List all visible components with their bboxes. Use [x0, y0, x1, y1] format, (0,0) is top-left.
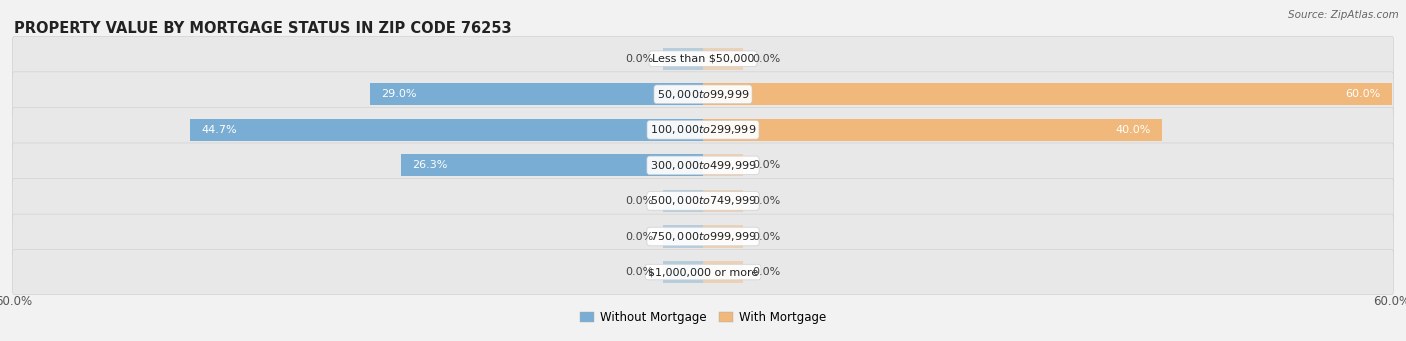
- FancyBboxPatch shape: [13, 72, 1393, 117]
- Text: 0.0%: 0.0%: [752, 196, 780, 206]
- Text: 0.0%: 0.0%: [752, 54, 780, 64]
- FancyBboxPatch shape: [13, 143, 1393, 188]
- Bar: [703, 225, 744, 248]
- Text: $750,000 to $999,999: $750,000 to $999,999: [650, 230, 756, 243]
- Text: 0.0%: 0.0%: [626, 196, 654, 206]
- Text: 0.0%: 0.0%: [626, 54, 654, 64]
- Bar: [370, 83, 703, 105]
- FancyBboxPatch shape: [13, 214, 1393, 259]
- Text: PROPERTY VALUE BY MORTGAGE STATUS IN ZIP CODE 76253: PROPERTY VALUE BY MORTGAGE STATUS IN ZIP…: [14, 20, 512, 35]
- Bar: [662, 225, 703, 248]
- Bar: [703, 83, 1392, 105]
- Bar: [703, 190, 744, 212]
- Text: 26.3%: 26.3%: [412, 160, 449, 170]
- Legend: Without Mortgage, With Mortgage: Without Mortgage, With Mortgage: [575, 306, 831, 329]
- Text: $100,000 to $299,999: $100,000 to $299,999: [650, 123, 756, 136]
- Bar: [190, 119, 703, 141]
- Text: $500,000 to $749,999: $500,000 to $749,999: [650, 194, 756, 207]
- Text: 0.0%: 0.0%: [626, 232, 654, 241]
- Text: $1,000,000 or more: $1,000,000 or more: [648, 267, 758, 277]
- Text: 0.0%: 0.0%: [752, 160, 780, 170]
- Bar: [401, 154, 703, 176]
- Text: Less than $50,000: Less than $50,000: [652, 54, 754, 64]
- Text: $50,000 to $99,999: $50,000 to $99,999: [657, 88, 749, 101]
- Text: Source: ZipAtlas.com: Source: ZipAtlas.com: [1288, 10, 1399, 20]
- Bar: [662, 48, 703, 70]
- FancyBboxPatch shape: [13, 250, 1393, 295]
- Text: 29.0%: 29.0%: [381, 89, 418, 99]
- Text: 60.0%: 60.0%: [1346, 89, 1381, 99]
- FancyBboxPatch shape: [13, 179, 1393, 223]
- Bar: [703, 48, 744, 70]
- Text: 44.7%: 44.7%: [201, 125, 236, 135]
- Bar: [662, 190, 703, 212]
- Bar: [703, 261, 744, 283]
- Text: 40.0%: 40.0%: [1115, 125, 1152, 135]
- Bar: [703, 119, 1163, 141]
- Text: 0.0%: 0.0%: [752, 267, 780, 277]
- Text: 0.0%: 0.0%: [626, 267, 654, 277]
- Text: 0.0%: 0.0%: [752, 232, 780, 241]
- Bar: [662, 261, 703, 283]
- Text: $300,000 to $499,999: $300,000 to $499,999: [650, 159, 756, 172]
- Bar: [703, 154, 744, 176]
- FancyBboxPatch shape: [13, 36, 1393, 81]
- FancyBboxPatch shape: [13, 107, 1393, 152]
